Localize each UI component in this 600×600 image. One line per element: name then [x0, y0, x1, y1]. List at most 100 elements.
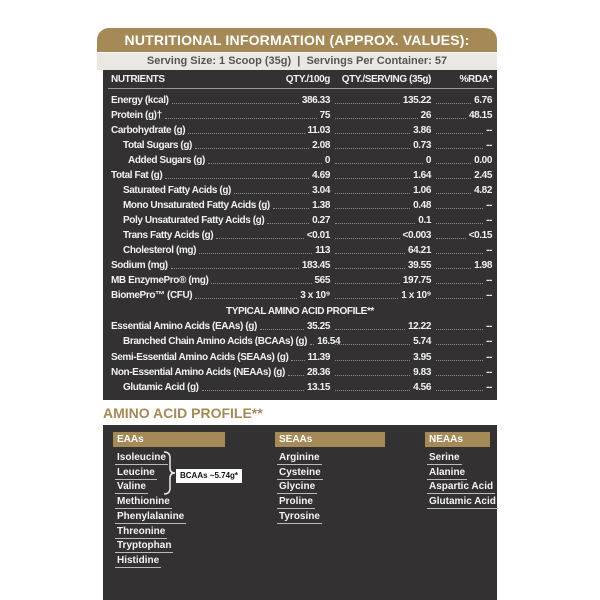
nutrient-name: Carbohydrate (g) — [111, 125, 186, 136]
leader — [199, 253, 313, 254]
leader — [188, 133, 305, 134]
leader — [436, 118, 466, 119]
value: 12.22 — [407, 321, 431, 332]
value: 0.1 — [418, 215, 431, 226]
value: 48.15 — [468, 110, 492, 121]
leader — [436, 268, 472, 269]
serving-cell: 3.95 — [332, 351, 431, 365]
rda-cell: -- — [433, 335, 492, 349]
serving-cell: 4.56 — [332, 381, 431, 395]
leader — [335, 163, 423, 164]
row-name-cell: Essential Amino Acids (EAAs) (g) 35.25 — [111, 320, 330, 334]
value: 3.04 — [312, 185, 330, 196]
serving-cell: 1.06 — [332, 184, 431, 198]
amino-acid: Proline — [277, 496, 315, 510]
value: <0.15 — [468, 230, 493, 241]
leader — [335, 344, 411, 346]
value: -- — [486, 140, 492, 151]
serving-cell: <0.003 — [332, 229, 431, 243]
value: 13.15 — [306, 382, 330, 394]
value: 0 — [324, 155, 331, 166]
column-header: %RDA* — [459, 74, 493, 85]
nutrient-name: Glutamic Acid (g) — [123, 382, 199, 394]
serving-cell: 0.48 — [332, 199, 431, 213]
column-tab: EAAs — [113, 432, 225, 447]
value: 135.22 — [402, 95, 432, 106]
leader — [170, 268, 299, 269]
leader — [207, 163, 322, 164]
value: 75 — [319, 110, 331, 121]
nutrient-name: Semi-Essential Amino Acids (SEAAs) (g) — [111, 351, 289, 363]
amino-acid: Methionine — [115, 496, 172, 510]
value: 183.45 — [301, 260, 331, 271]
value: 3.95 — [413, 351, 431, 363]
value: <0.003 — [402, 230, 432, 241]
value: 11.39 — [307, 351, 331, 363]
value: 1.98 — [474, 260, 492, 271]
serving-cell: 0.1 — [332, 214, 431, 228]
subheading: TYPICAL AMINO ACID PROFILE** — [226, 306, 374, 317]
bcaa-note: BCAAs ~5.74g* — [176, 469, 243, 483]
amino-acid: Cysteine — [277, 466, 323, 480]
value: 39.55 — [407, 260, 431, 271]
value: 4.69 — [312, 170, 330, 181]
row-name-cell: Glutamic Acid (g) 13.15 — [123, 381, 330, 395]
serving-cell: 5.74 — [332, 335, 431, 349]
rda-cell: 1.98 — [433, 259, 492, 273]
amino-acid: Isoleucine — [115, 452, 168, 465]
serving-cell: 1.64 — [332, 169, 431, 183]
value: -- — [486, 125, 492, 136]
rda-cell: -- — [433, 274, 492, 288]
amino-acid: Phenylalanine — [115, 510, 187, 524]
value: 0.48 — [413, 200, 431, 211]
leader — [194, 148, 310, 149]
value: 4.82 — [474, 185, 492, 196]
serving-cell: 197.75 — [332, 274, 431, 288]
leader — [335, 298, 399, 299]
value: -- — [486, 351, 492, 363]
rda-cell: -- — [433, 244, 492, 258]
column-header: NUTRIENTS — [111, 74, 165, 85]
value: 1.38 — [312, 200, 330, 211]
row-name-cell: Cholesterol (mg) 113 — [123, 244, 330, 258]
serving-cell: 0 — [332, 154, 431, 168]
leader — [287, 374, 304, 376]
nutrient-name: Cholesterol (mg) — [123, 245, 197, 256]
value: -- — [486, 290, 492, 301]
leader — [335, 253, 405, 254]
leader — [436, 344, 484, 346]
leader — [335, 103, 400, 104]
nutrient-name: Saturated Fatty Acids (g) — [123, 185, 231, 196]
value: 35.25 — [306, 321, 330, 332]
rda-cell: -- — [433, 381, 492, 395]
title-banner: NUTRITIONAL INFORMATION (APPROX. VALUES)… — [97, 28, 497, 52]
value: 28.36 — [306, 366, 330, 378]
column-header: QTY./SERVING (35g) — [341, 74, 432, 85]
serving-cell: 9.83 — [332, 366, 431, 380]
value: 1.06 — [413, 185, 431, 196]
leader — [436, 238, 466, 239]
leader — [272, 208, 310, 209]
rda-cell: <0.15 — [433, 229, 492, 243]
leader — [436, 208, 484, 209]
leader — [195, 298, 298, 299]
leader — [335, 390, 411, 392]
row-name-cell: Branched Chain Amino Acids (BCAAs) (g) 16… — [123, 335, 341, 349]
value: <0.01 — [306, 230, 331, 241]
row-name-cell: Poly Unsaturated Fatty Acids (g) 0.27 — [123, 214, 330, 228]
value: 565 — [314, 275, 331, 286]
row-name-cell: Energy (kcal) 386.33 — [111, 94, 330, 108]
value: -- — [486, 336, 492, 348]
value: 3.86 — [413, 125, 431, 136]
row-name-cell: Carbohydrate (g) 11.03 — [111, 124, 330, 138]
value: 26 — [420, 110, 432, 121]
leader — [335, 283, 400, 284]
nutrient-name: BiomePro™ (CFU) — [111, 290, 193, 301]
value: 11.03 — [307, 125, 331, 136]
serving-cell: 12.22 — [332, 320, 431, 334]
amino-acid: Threonine — [115, 525, 168, 539]
amino-acid: Alanine — [427, 466, 468, 480]
leader — [211, 283, 312, 284]
leader — [436, 253, 484, 254]
leader — [216, 238, 304, 239]
